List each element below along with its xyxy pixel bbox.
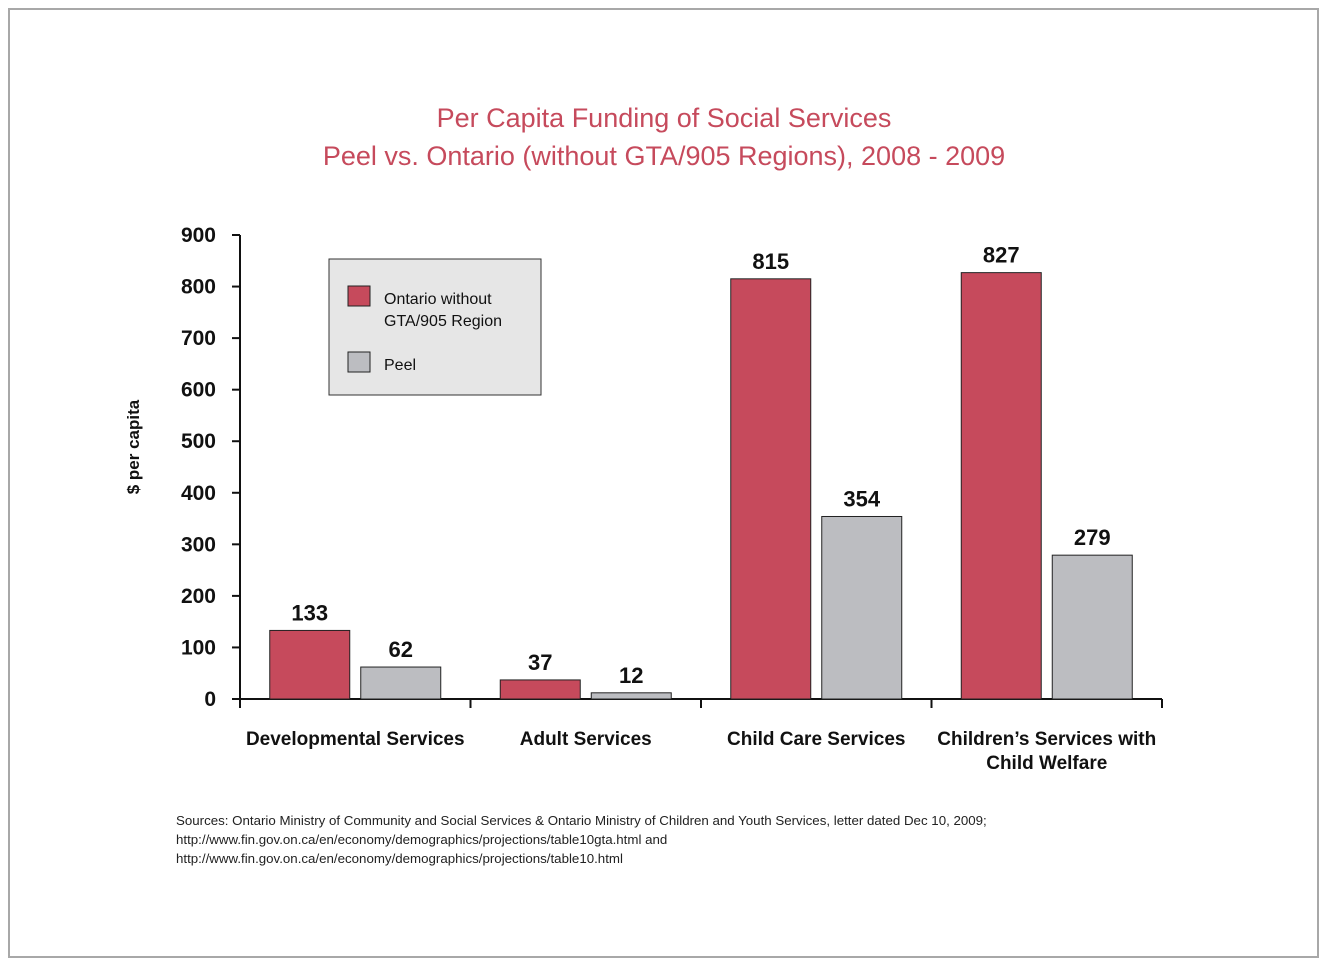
- data-label: 815: [752, 249, 789, 274]
- legend-swatch: [347, 351, 371, 373]
- data-label: 354: [843, 486, 880, 511]
- chart-title: Per Capita Funding of Social Services: [437, 103, 892, 133]
- legend-label: Ontario without GTA/905 Region: [384, 291, 502, 330]
- y-tick-label: 300: [181, 533, 216, 556]
- bar: [499, 679, 581, 700]
- chart-subtitle: Peel vs. Ontario (without GTA/905 Region…: [323, 141, 1005, 171]
- y-tick-label: 200: [181, 585, 216, 608]
- sources-line: http://www.fin.gov.on.ca/en/economy/demo…: [176, 832, 668, 847]
- x-category-label: Developmental Services: [246, 729, 465, 750]
- data-label: 133: [291, 600, 328, 625]
- sources-line: http://www.fin.gov.on.ca/en/economy/demo…: [176, 851, 623, 866]
- y-tick-label: 500: [181, 430, 216, 453]
- bar: [730, 278, 812, 700]
- data-label: 37: [528, 650, 552, 675]
- sources-line: Sources: Ontario Ministry of Community a…: [176, 813, 987, 828]
- y-tick-label: 0: [204, 688, 216, 711]
- y-tick-label: 400: [181, 482, 216, 505]
- bar: [360, 666, 442, 700]
- data-label: 62: [389, 637, 413, 662]
- y-tick-label: 700: [181, 327, 216, 350]
- x-category-label: Adult Services: [520, 729, 652, 750]
- y-tick-label: 800: [181, 276, 216, 299]
- bar: [960, 272, 1042, 700]
- data-label: 827: [983, 243, 1020, 268]
- y-tick-label: 100: [181, 636, 216, 659]
- bar: [1051, 554, 1133, 700]
- legend-label: Peel: [384, 357, 416, 374]
- plot-area: 0 100 200 300 400 500 600 700 800 900 133 62 Develop…: [181, 224, 1163, 774]
- y-tick-label: 600: [181, 379, 216, 402]
- x-category-label: Children’s Services with Child Welfare: [937, 729, 1156, 774]
- y-tick-label: 900: [181, 224, 216, 247]
- y-axis-label: $ per capita: [124, 399, 143, 494]
- legend-swatch: [347, 285, 371, 307]
- legend: Ontario without GTA/905 Region Peel: [328, 258, 542, 396]
- sources-note: Sources: Ontario Ministry of Community a…: [176, 811, 1176, 868]
- data-label: 279: [1074, 525, 1111, 550]
- bar: [821, 515, 903, 700]
- bar: [269, 629, 351, 700]
- bar: [590, 692, 672, 700]
- x-category-label: Child Care Services: [727, 729, 905, 750]
- data-label: 12: [619, 663, 643, 688]
